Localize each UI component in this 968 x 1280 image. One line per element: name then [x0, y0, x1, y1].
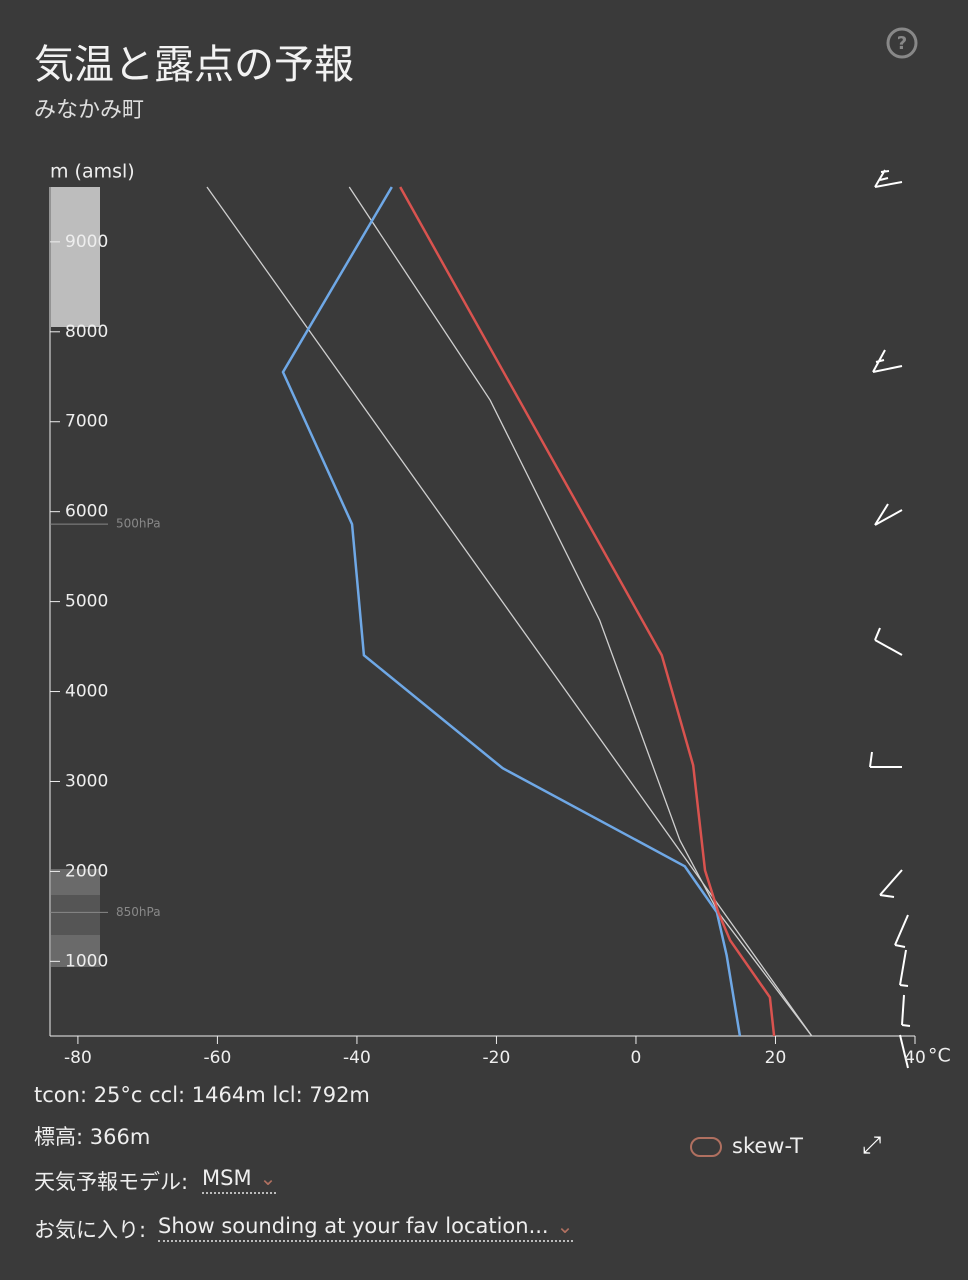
series-line	[348, 186, 813, 1037]
y-label: m (amsl)	[50, 161, 135, 183]
model-select[interactable]: MSM ⌄	[202, 1166, 277, 1194]
elevation: 標高: 366m	[34, 1125, 151, 1149]
y-tick-label: 2000	[65, 861, 108, 881]
toggle-switch	[690, 1137, 722, 1157]
y-tick-label: 6000	[65, 502, 108, 522]
series-line	[281, 186, 742, 1037]
x-tick-label: 20	[765, 1048, 787, 1068]
wind-barbs	[869, 169, 911, 1069]
fullscreen-button[interactable]: ⤢	[862, 1131, 882, 1159]
x-tick-label: -40	[343, 1048, 371, 1068]
help-icon[interactable]	[886, 27, 918, 59]
pressure-label: 500hPa	[116, 517, 161, 531]
series-line	[206, 186, 813, 1037]
model-label: 天気予報モデル:	[34, 1170, 189, 1194]
subtitle: みなかみ町	[34, 98, 145, 123]
x-tick-label: -20	[483, 1048, 511, 1068]
skewt-toggle[interactable]: skew-T	[690, 1134, 803, 1158]
fav-label: お気に入り:	[34, 1218, 147, 1242]
title: 気温と露点の予報	[34, 42, 354, 88]
help-mark: ?	[897, 33, 907, 54]
toggle-label: skew-T	[732, 1134, 803, 1158]
y-tick-label: 1000	[65, 951, 108, 971]
y-tick-label: 9000	[65, 232, 108, 252]
fav-value: Show sounding at your fav location...	[158, 1214, 549, 1238]
pressure-label: 850hPa	[116, 905, 161, 919]
thermo-info: tcon: 25°c ccl: 1464m lcl: 792m	[34, 1083, 370, 1107]
y-tick-label: 8000	[65, 322, 108, 342]
x-tick-label: 40	[904, 1048, 926, 1068]
chart: ? m (amsl) °C 1000 2000 3000 4000 5000 6000 70…	[49, 27, 951, 1069]
x-tick-label: 0	[631, 1048, 642, 1068]
y-tick-label: 3000	[65, 771, 108, 791]
x-tick-label: -80	[64, 1048, 92, 1068]
cloud-band	[51, 895, 100, 935]
y-tick-label: 5000	[65, 592, 108, 612]
fav-select[interactable]: Show sounding at your fav location... ⌄	[158, 1214, 574, 1242]
caret: ⌄	[556, 1214, 574, 1238]
series-line	[399, 186, 776, 1037]
x-tick-label: -60	[204, 1048, 232, 1068]
cloud-band	[51, 187, 100, 327]
caret: ⌄	[259, 1166, 277, 1190]
y-tick-label: 4000	[65, 682, 108, 702]
model-value: MSM	[202, 1166, 252, 1190]
x-unit: °C	[928, 1045, 951, 1067]
y-tick-label: 7000	[65, 412, 108, 432]
